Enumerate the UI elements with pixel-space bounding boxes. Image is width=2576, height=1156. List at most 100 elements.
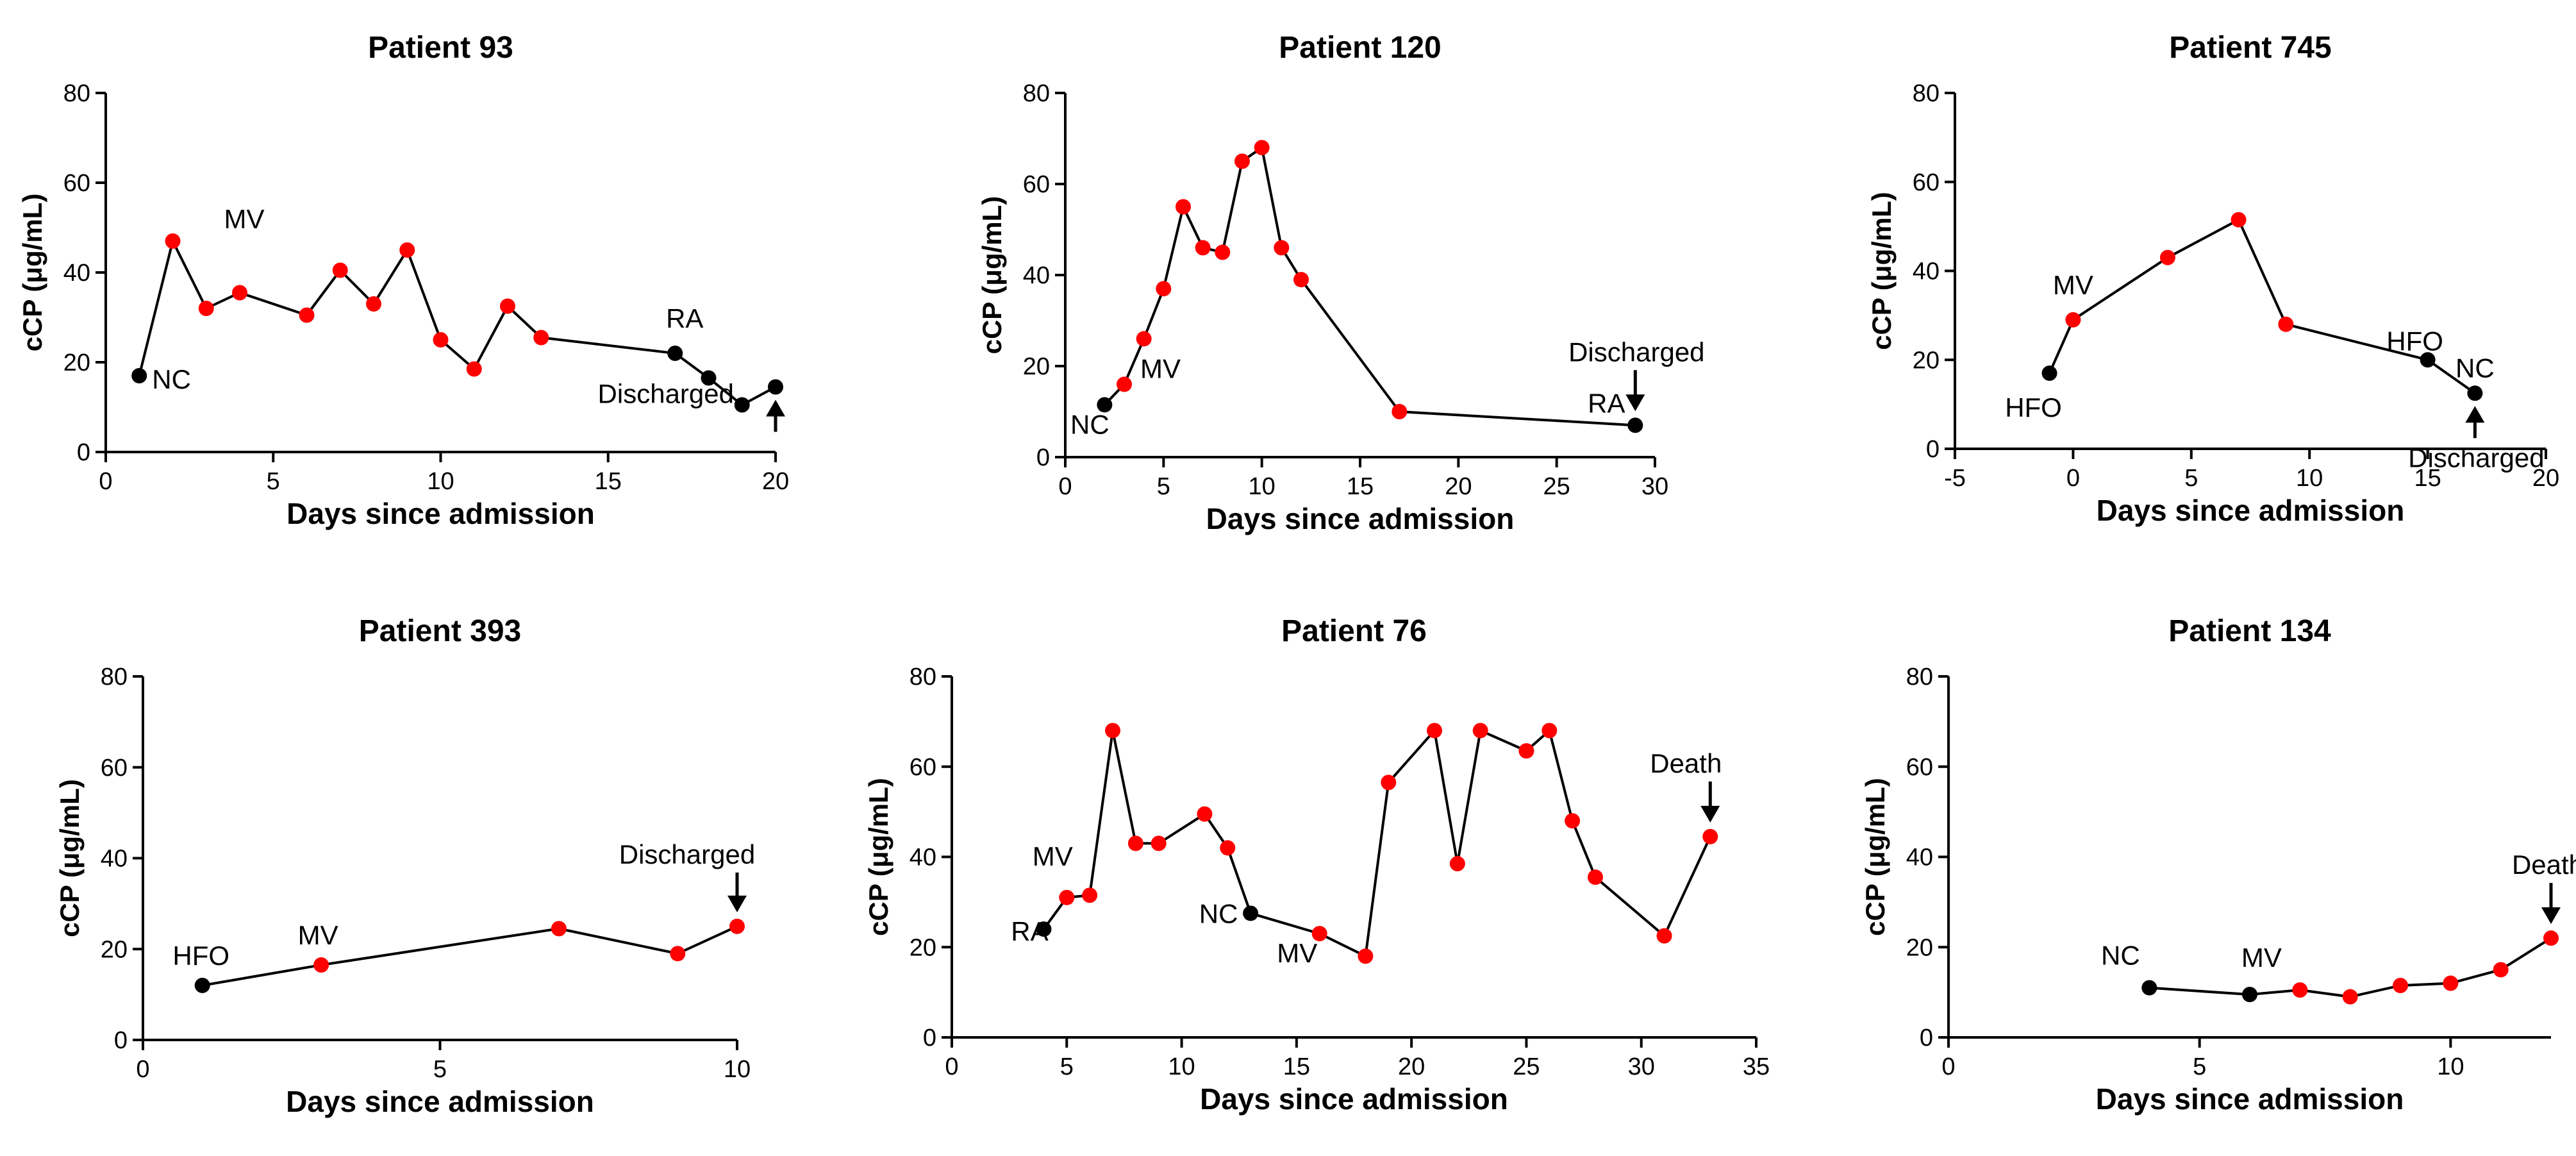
x-axis-label: Days since admission bbox=[2097, 494, 2405, 527]
y-tick-label: 20 bbox=[1913, 347, 1940, 374]
data-point-red bbox=[2065, 312, 2081, 328]
data-point-black bbox=[1243, 905, 1259, 921]
annotation-label: NC bbox=[152, 364, 191, 394]
x-tick-label: 0 bbox=[136, 1056, 149, 1083]
data-point-red bbox=[1427, 723, 1442, 739]
data-point-red bbox=[729, 918, 745, 934]
annotation-label: NC bbox=[1070, 409, 1109, 439]
y-tick-label: 80 bbox=[63, 80, 90, 107]
annotation-label: Discharged bbox=[2408, 442, 2544, 473]
data-point-black bbox=[2467, 385, 2483, 401]
annotation-label: HFO bbox=[2005, 392, 2062, 423]
x-axis-label: Days since admission bbox=[1200, 1082, 1508, 1116]
x-tick-label: 0 bbox=[945, 1053, 958, 1080]
annotation-label: NC bbox=[2101, 941, 2140, 971]
y-tick-label: 60 bbox=[1906, 754, 1933, 781]
data-point-red bbox=[1472, 723, 1488, 739]
y-tick-label: 40 bbox=[1913, 258, 1940, 285]
series-line bbox=[138, 237, 776, 406]
x-tick-label: 5 bbox=[1060, 1053, 1074, 1080]
y-tick-label: 80 bbox=[910, 664, 936, 691]
x-tick-label: 10 bbox=[1249, 473, 1276, 500]
data-point-red bbox=[1195, 240, 1211, 256]
data-point-red bbox=[366, 296, 381, 312]
data-point-red bbox=[1358, 948, 1374, 964]
data-point-red bbox=[1254, 140, 1270, 156]
arrow-head-icon bbox=[2541, 907, 2561, 925]
data-point-red bbox=[2493, 962, 2509, 978]
y-tick-label: 0 bbox=[1036, 444, 1050, 471]
data-point-red bbox=[313, 957, 329, 973]
x-tick-label: 5 bbox=[1157, 473, 1170, 500]
annotation-label: MV bbox=[2053, 270, 2093, 300]
x-tick-label: 5 bbox=[2184, 465, 2198, 492]
data-point-red bbox=[2393, 978, 2408, 994]
panel-patient-76: Patient 76 0 20 40 60 80 0 5 10 15 20 25 30 35 Days si… bbox=[863, 614, 1770, 1116]
annotation-label: MV bbox=[1033, 841, 1073, 871]
data-point-black bbox=[768, 379, 783, 395]
x-tick-label: 15 bbox=[1283, 1053, 1310, 1080]
chart-title: Patient 393 bbox=[359, 614, 521, 648]
x-tick-label: 5 bbox=[433, 1056, 447, 1083]
x-axis-label: Days since admission bbox=[1206, 502, 1515, 535]
x-tick-label: 15 bbox=[595, 468, 622, 495]
x-axis-label: Days since admission bbox=[2096, 1082, 2404, 1116]
annotation-label: NC bbox=[1199, 898, 1238, 928]
annotation-label: Death bbox=[1650, 748, 1722, 778]
data-point-red bbox=[1293, 272, 1309, 288]
y-tick-label: 60 bbox=[101, 755, 128, 782]
y-tick-label: 40 bbox=[101, 846, 128, 873]
data-point-red bbox=[2342, 989, 2358, 1005]
data-point-black bbox=[1097, 397, 1113, 413]
panel-patient-393: Patient 393 0 20 40 60 80 0 5 10 Days since admis… bbox=[54, 614, 755, 1118]
annotation-label: RA bbox=[666, 303, 703, 333]
data-point-red bbox=[1082, 887, 1098, 903]
x-tick-label: 20 bbox=[1445, 473, 1472, 500]
chart-title: Patient 745 bbox=[2169, 31, 2331, 65]
x-tick-label: 10 bbox=[2437, 1053, 2464, 1080]
data-point-red bbox=[2231, 212, 2247, 228]
data-point-red bbox=[1702, 828, 1718, 844]
data-point-red bbox=[399, 242, 415, 258]
data-point-black bbox=[734, 397, 750, 413]
x-tick-label: 0 bbox=[1941, 1053, 1955, 1080]
x-tick-label: 0 bbox=[2066, 465, 2080, 492]
data-point-black bbox=[131, 368, 147, 383]
annotation-label: HFO bbox=[2386, 326, 2443, 356]
data-point-red bbox=[1176, 199, 1191, 215]
data-point-red bbox=[670, 946, 686, 962]
x-tick-label: 15 bbox=[1347, 473, 1374, 500]
data-point-red bbox=[332, 262, 348, 278]
x-tick-label: 20 bbox=[2532, 465, 2559, 492]
y-axis-label: cCP (μg/mL) bbox=[1866, 192, 1897, 350]
x-tick-label: 0 bbox=[99, 468, 112, 495]
y-tick-label: 20 bbox=[910, 934, 936, 961]
x-tick-label: 10 bbox=[724, 1056, 751, 1083]
data-point-red bbox=[1151, 835, 1167, 851]
annotation-label: MV bbox=[2241, 942, 2282, 973]
x-tick-label: 30 bbox=[1641, 473, 1668, 500]
data-point-red bbox=[433, 332, 449, 348]
y-axis-label: cCP (μg/mL) bbox=[54, 779, 85, 937]
data-point-red bbox=[1117, 376, 1132, 392]
arrow-head-icon bbox=[727, 895, 747, 912]
data-point-red bbox=[1541, 723, 1558, 739]
y-tick-label: 20 bbox=[63, 349, 90, 376]
y-tick-label: 0 bbox=[77, 439, 90, 466]
data-point-red bbox=[1215, 244, 1231, 260]
data-point-red bbox=[1518, 743, 1534, 759]
series-line bbox=[2048, 217, 2476, 394]
series-line bbox=[1103, 145, 1636, 427]
data-point-red bbox=[533, 330, 549, 346]
annotation-label: NC bbox=[2456, 353, 2495, 383]
y-tick-label: 60 bbox=[1023, 171, 1050, 198]
data-point-red bbox=[1392, 404, 1408, 419]
annotation-label: Discharged bbox=[619, 839, 755, 869]
data-point-black bbox=[2242, 987, 2257, 1003]
y-tick-label: 0 bbox=[114, 1027, 128, 1054]
data-point-red bbox=[1656, 928, 1672, 944]
data-point-black bbox=[701, 370, 717, 386]
arrow-head-icon bbox=[766, 399, 785, 417]
data-point-black bbox=[2420, 352, 2436, 368]
